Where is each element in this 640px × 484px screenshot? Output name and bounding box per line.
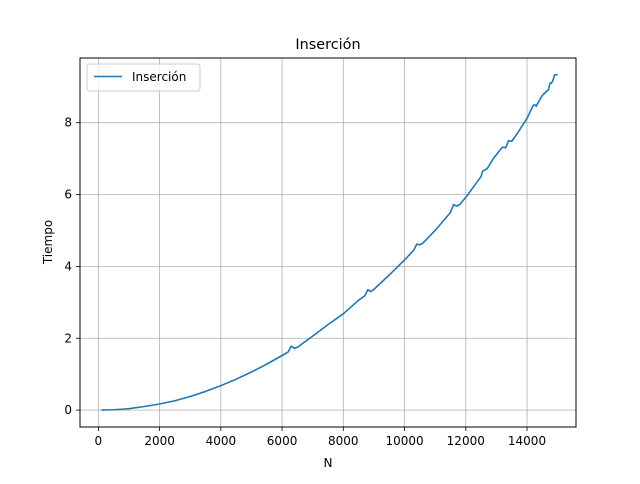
x-axis: 0 2000 4000 6000 8000 10000 12000 14000 (95, 427, 546, 448)
y-tick-label: 2 (64, 331, 72, 345)
x-tick-label: 12000 (447, 434, 485, 448)
x-tick-label: 4000 (206, 434, 237, 448)
legend-box (86, 63, 201, 92)
grid (80, 58, 576, 427)
y-tick-label: 8 (64, 116, 72, 130)
y-tick-label: 6 (64, 188, 72, 202)
x-tick-label: 2000 (144, 434, 175, 448)
x-tick-label: 14000 (508, 434, 546, 448)
y-axis: 0 2 4 6 8 (64, 116, 80, 417)
legend: Inserción (86, 63, 201, 92)
y-tick-label: 4 (64, 259, 72, 273)
x-tick-label: 10000 (385, 434, 423, 448)
series-line (101, 73, 558, 411)
x-tick-label: 0 (95, 434, 103, 448)
legend-label: Inserción (132, 70, 186, 84)
x-tick-label: 6000 (267, 434, 298, 448)
x-tick-label: 8000 (328, 434, 359, 448)
chart-title: Inserción (295, 37, 360, 53)
series-layer (101, 73, 558, 411)
y-tick-label: 0 (64, 403, 72, 417)
x-axis-label: N (324, 456, 333, 470)
y-axis-label: Tiempo (41, 220, 55, 265)
plot-frame (79, 57, 577, 428)
